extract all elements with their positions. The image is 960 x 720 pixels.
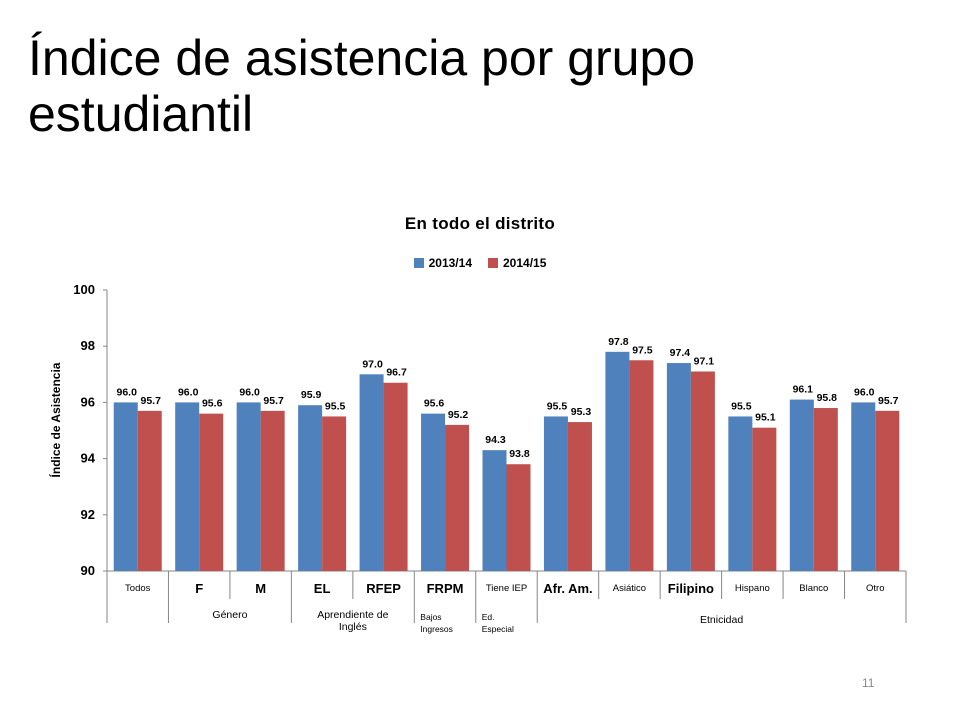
category-label: Hispano	[735, 583, 770, 594]
legend-swatch-2014-15	[488, 258, 498, 268]
bar-value-label: 97.5	[632, 344, 653, 356]
bar-value-label: 94.3	[485, 434, 506, 446]
category-label: Tiene IEP	[486, 583, 527, 594]
bar-2014-15	[690, 371, 715, 571]
group-label-line: Género	[212, 609, 247, 621]
bar-value-label: 95.3	[571, 406, 592, 418]
bar-value-label: 96.0	[117, 386, 138, 398]
bar-2013-14	[175, 402, 200, 571]
bar-value-label: 96.0	[239, 386, 260, 398]
bar-2013-14	[421, 413, 446, 571]
category-label: Afr. Am.	[543, 581, 592, 596]
bar-2014-15	[629, 360, 654, 571]
legend-label-2014-15: 2014/15	[503, 256, 547, 270]
bar-2013-14	[359, 374, 384, 571]
group-label: Aprendiente de Inglés	[317, 609, 388, 633]
bar-value-label: 96.1	[793, 384, 814, 396]
category-label: Filipino	[668, 581, 714, 596]
category-label: FRPM	[427, 581, 464, 596]
legend-item-2014-15: 2014/15	[488, 256, 546, 270]
bar-value-label: 95.9	[301, 389, 322, 401]
bar-2013-14	[482, 450, 507, 571]
bar-value-label: 95.6	[202, 398, 223, 410]
group-label-line: Bajos	[420, 612, 441, 622]
category-label: Otro	[866, 583, 884, 594]
bar-2014-15	[813, 408, 838, 571]
bar-value-label: 95.6	[424, 398, 445, 410]
bar-2013-14	[605, 351, 630, 571]
bar-value-label: 95.5	[325, 400, 346, 412]
bar-value-label: 95.2	[448, 409, 469, 421]
bar-2014-15	[567, 422, 592, 571]
legend-label-2013-14: 2013/14	[428, 256, 472, 270]
bar-value-label: 96.0	[854, 386, 875, 398]
bar-2013-14	[728, 416, 753, 571]
slide-title: Índice de asistencia por grupo estudiant…	[28, 30, 696, 142]
bar-2013-14	[113, 402, 138, 571]
bar-value-label: 97.1	[694, 355, 715, 367]
page-number: 11	[862, 676, 875, 690]
bar-value-label: 96.0	[178, 386, 199, 398]
group-label-line: Ingresos	[420, 624, 453, 634]
legend-swatch-2013-14	[413, 258, 424, 268]
category-label: Todos	[125, 583, 151, 594]
y-tick-label: 90	[81, 563, 95, 578]
group-label-line: Especial	[482, 624, 514, 634]
bar-2014-15	[752, 427, 777, 571]
group-label: Bajos Ingresos	[420, 612, 453, 634]
bar-2014-15	[137, 410, 162, 571]
chart-legend: 2013/14 2014/15	[0, 256, 960, 270]
y-tick-label: 96	[81, 394, 95, 409]
bar-2013-14	[543, 416, 568, 571]
bar-2013-14	[236, 402, 261, 571]
bar-value-label: 96.7	[386, 367, 407, 379]
group-label-line: Inglés	[339, 621, 367, 633]
y-tick-label: 92	[81, 507, 95, 522]
bar-2014-15	[383, 382, 408, 571]
bar-value-label: 95.7	[263, 395, 284, 407]
group-label: Ed. Especial	[482, 612, 514, 634]
category-label: M	[255, 581, 266, 596]
bar-value-label: 97.0	[362, 358, 383, 370]
bar-2013-14	[789, 399, 814, 571]
bar-2014-15	[260, 410, 285, 571]
y-tick-label: 100	[73, 282, 95, 297]
bar-2014-15	[506, 464, 531, 571]
category-label: RFEP	[366, 581, 401, 596]
y-tick-label: 98	[81, 338, 95, 353]
category-label: Blanco	[799, 583, 828, 594]
bar-2013-14	[298, 405, 323, 571]
legend-item-2013-14: 2013/14	[413, 256, 472, 270]
bar-value-label: 97.4	[670, 347, 691, 359]
bar-2013-14	[851, 402, 876, 571]
group-label: Género	[212, 609, 247, 621]
bar-value-label: 95.8	[817, 392, 838, 404]
group-label-line: Ed.	[482, 612, 495, 622]
bar-2014-15	[199, 413, 224, 571]
chart-title: En todo el distrito	[404, 214, 556, 233]
group-label: Etnicidad	[700, 614, 743, 626]
bar-value-label: 95.5	[547, 400, 568, 412]
category-label: F	[195, 581, 203, 596]
bar-2014-15	[445, 424, 470, 571]
bar-2013-14	[666, 363, 691, 571]
category-label: EL	[314, 581, 331, 596]
bar-value-label: 95.1	[755, 412, 776, 424]
group-label-line: Etnicidad	[700, 614, 743, 626]
y-tick-label: 94	[81, 451, 96, 466]
bar-2014-15	[322, 416, 347, 571]
bar-value-label: 97.8	[608, 336, 629, 348]
bar-value-label: 95.7	[141, 395, 162, 407]
bar-value-label: 93.8	[509, 448, 530, 460]
category-label: Asiático	[613, 583, 646, 594]
bar-value-label: 95.5	[731, 400, 752, 412]
bar-value-label: 95.7	[878, 395, 899, 407]
group-label-line: Aprendiente de	[317, 609, 388, 621]
bar-2014-15	[875, 410, 900, 571]
